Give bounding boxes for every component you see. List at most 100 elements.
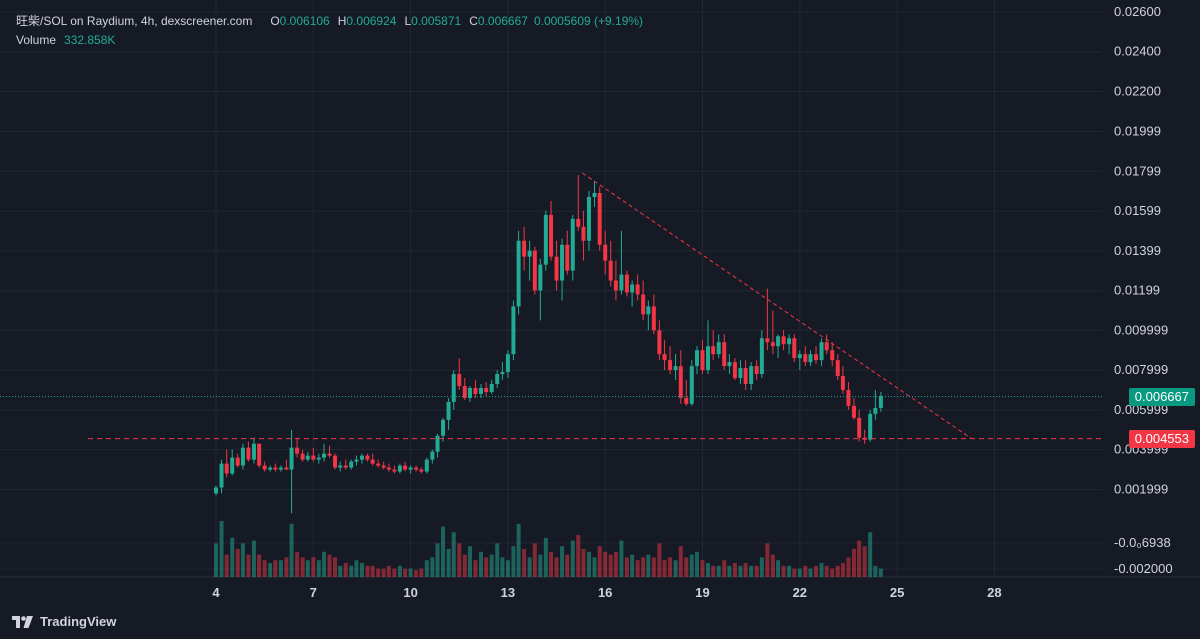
volume-bar: [327, 554, 332, 577]
volume-bar: [430, 557, 435, 577]
volume-bar: [846, 557, 851, 577]
candle-body: [327, 453, 332, 456]
volume-bar: [316, 560, 321, 577]
candle-body: [230, 457, 235, 474]
candle: [749, 362, 754, 390]
candle: [824, 334, 829, 355]
candle-body: [414, 467, 419, 470]
volume-bar: [586, 551, 591, 577]
candle: [338, 461, 343, 472]
candle: [560, 238, 565, 301]
volume-bar: [840, 563, 845, 577]
candle-body: [873, 407, 878, 414]
x-tick-label: 16: [598, 585, 612, 600]
volume-bar: [246, 554, 251, 577]
candle: [516, 230, 521, 315]
symbol-title[interactable]: 旺柴/SOL on Raydium, 4h, dexscreener.com: [16, 14, 253, 28]
volume-bar: [570, 540, 575, 577]
candle-body: [787, 338, 792, 345]
volume-bar: [300, 557, 305, 577]
candle: [738, 360, 743, 385]
y-tick-label: 0.009999: [1114, 322, 1168, 337]
candle: [797, 350, 802, 371]
candle: [565, 230, 570, 275]
volume-bar: [305, 560, 310, 577]
candle-body: [451, 374, 456, 402]
candle: [392, 465, 397, 474]
candle-body: [354, 459, 359, 462]
candle: [240, 443, 245, 470]
candle: [408, 465, 413, 474]
candle: [500, 362, 505, 381]
volume-bar: [511, 546, 516, 577]
volume-bar: [684, 557, 689, 577]
volume-bar: [662, 560, 667, 577]
candle-body: [484, 387, 489, 392]
candle-body: [662, 354, 667, 361]
candle: [316, 453, 321, 464]
candle: [381, 461, 386, 470]
volume-bar: [657, 543, 662, 577]
volume-bar: [565, 554, 570, 577]
candle: [522, 226, 527, 271]
time-axis[interactable]: 4 7 10 13 16 19 22 25 28: [212, 585, 1001, 600]
high-label: H: [337, 14, 347, 28]
volume-bar: [284, 557, 289, 577]
volume-bar: [527, 557, 532, 577]
candle-body: [678, 366, 683, 398]
candle: [592, 181, 597, 207]
y-tick-label: 0.01199: [1114, 283, 1160, 298]
candle-body: [251, 443, 256, 460]
candle-body: [462, 385, 467, 398]
candle-body: [840, 376, 845, 390]
candle-body: [694, 350, 699, 367]
candle: [608, 240, 613, 287]
candle-body: [803, 354, 808, 363]
candle-body: [505, 354, 510, 373]
candle-body: [651, 306, 656, 331]
candle-body: [289, 447, 294, 470]
candle-body: [711, 346, 716, 355]
candle: [857, 409, 862, 442]
volume-row: Volume 332.858K: [16, 31, 643, 50]
candle-body: [549, 214, 554, 257]
candle: [770, 310, 775, 355]
volume-bar: [495, 543, 500, 577]
candle: [776, 334, 781, 359]
candle: [743, 360, 748, 390]
candle-body: [743, 368, 748, 385]
candle: [873, 389, 878, 420]
price-axis[interactable]: 0.02600 0.02400 0.02200 0.01999 0.01799 0.015…: [1114, 4, 1173, 576]
candle-body: [349, 461, 354, 468]
volume-bar: [803, 565, 808, 577]
resistance-trendline: [582, 172, 972, 440]
candle: [630, 280, 635, 307]
volume-bar: [749, 565, 754, 577]
candle: [511, 300, 516, 361]
candle: [835, 354, 840, 381]
volume-bar: [635, 560, 640, 577]
volume-bar: [359, 563, 364, 577]
candle-body: [446, 401, 451, 420]
candle-body: [668, 360, 673, 371]
candle: [370, 453, 375, 466]
candle-body: [673, 366, 678, 371]
candle: [727, 354, 732, 375]
candle-body: [240, 447, 245, 466]
candle: [716, 334, 721, 359]
candle-body: [597, 192, 602, 245]
candle-body: [403, 465, 408, 470]
volume-bar: [716, 565, 721, 577]
volume-bar: [257, 554, 262, 577]
y-tick-label: 0.001999: [1114, 481, 1168, 496]
close-label: C: [469, 14, 478, 28]
tradingview-logo[interactable]: TradingView: [12, 614, 116, 629]
y-tick-label: -0.0₀6938: [1114, 535, 1171, 550]
candle: [446, 397, 451, 430]
x-tick-label: 28: [987, 585, 1001, 600]
volume-bar: [273, 560, 278, 577]
candle: [327, 445, 332, 458]
volume-bar: [862, 546, 867, 577]
volume-bar: [776, 560, 781, 577]
